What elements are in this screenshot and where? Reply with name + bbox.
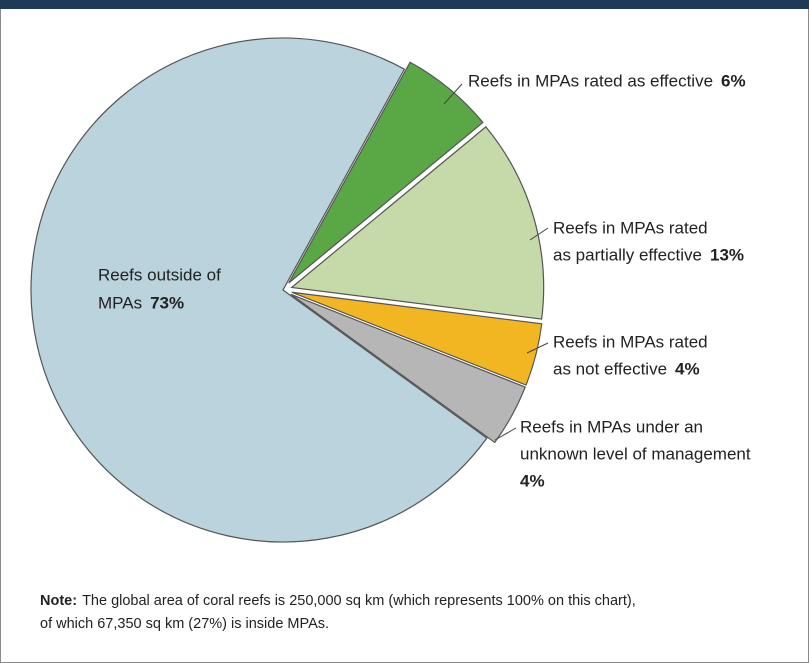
pie-slice <box>30 37 488 543</box>
note-text: The global area of coral reefs is 250,00… <box>82 593 636 609</box>
note: Note: The global area of coral reefs is 2… <box>40 593 636 632</box>
slice-label: Reefs in MPAs under an <box>520 417 703 436</box>
value-label: 4% <box>520 471 545 490</box>
leader-line <box>529 227 549 241</box>
slice-label: Reefs outside of <box>98 265 221 284</box>
slice-label: Reefs in MPAs rated <box>553 218 708 237</box>
leader-line <box>494 427 517 441</box>
value-label: 4% <box>675 359 700 378</box>
value-label: 6% <box>721 71 746 90</box>
pie-slice <box>290 126 545 320</box>
labels: Reefs in MPAs rated as effective 6% Reefs … <box>98 71 751 490</box>
note-text: of which 67,350 sq km (27%) is inside MP… <box>40 616 329 632</box>
pie <box>30 37 545 543</box>
top-bar <box>0 0 809 9</box>
pie-slice <box>290 293 526 444</box>
value-label: 13% <box>710 245 744 264</box>
leader-line <box>443 83 463 105</box>
slice-label: unknown level of management <box>520 444 751 463</box>
slice-label: MPAs <box>98 293 142 312</box>
leader-line <box>526 342 549 354</box>
slice-label: Reefs in MPAs rated as effective <box>468 71 713 90</box>
leader-lines <box>443 83 549 441</box>
note-label: Note: <box>40 593 77 609</box>
slice-label: as partially effective <box>553 245 702 264</box>
slice-label: Reefs in MPAs rated <box>553 332 708 351</box>
value-label: 73% <box>150 293 184 312</box>
pie-slice <box>288 61 484 284</box>
pie-slice <box>291 291 543 386</box>
slice-label: as not effective <box>553 359 667 378</box>
